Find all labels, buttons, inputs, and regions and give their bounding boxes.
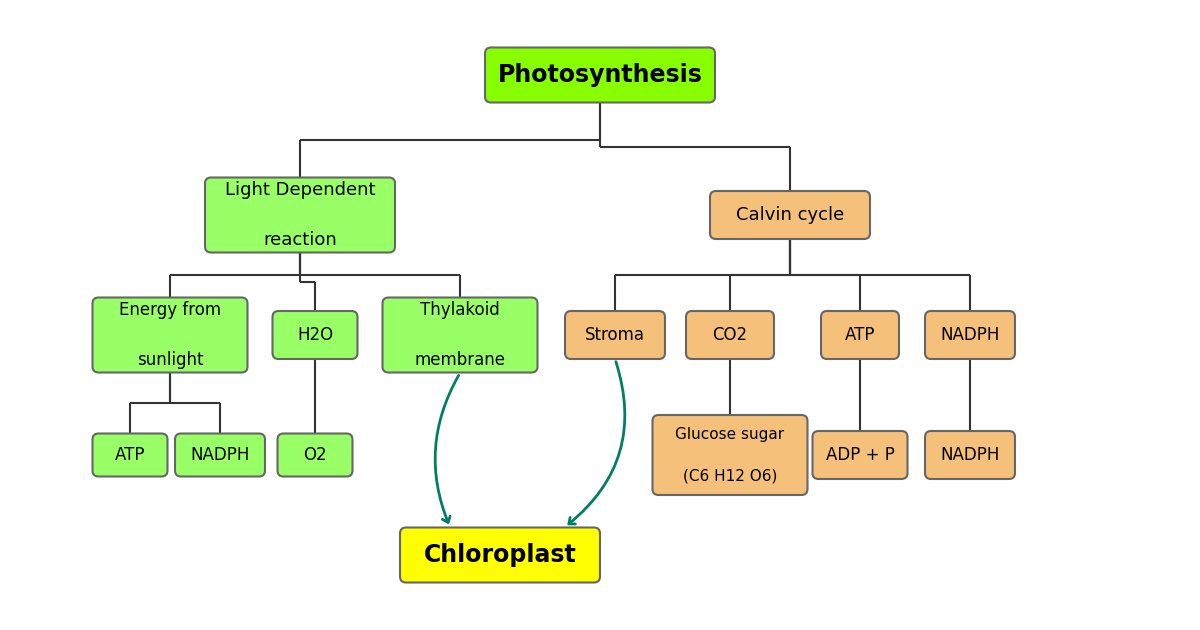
- FancyBboxPatch shape: [812, 431, 907, 479]
- FancyBboxPatch shape: [400, 527, 600, 583]
- Text: ADP + P: ADP + P: [826, 446, 894, 464]
- FancyBboxPatch shape: [710, 191, 870, 239]
- Text: ATP: ATP: [845, 326, 875, 344]
- Text: NADPH: NADPH: [941, 446, 1000, 464]
- FancyBboxPatch shape: [925, 431, 1015, 479]
- Text: Calvin cycle: Calvin cycle: [736, 206, 844, 224]
- FancyBboxPatch shape: [821, 311, 899, 359]
- FancyBboxPatch shape: [92, 433, 168, 476]
- FancyBboxPatch shape: [92, 297, 247, 372]
- FancyBboxPatch shape: [272, 311, 358, 359]
- Text: NADPH: NADPH: [191, 446, 250, 464]
- FancyBboxPatch shape: [277, 433, 353, 476]
- Text: NADPH: NADPH: [941, 326, 1000, 344]
- FancyBboxPatch shape: [383, 297, 538, 372]
- FancyBboxPatch shape: [565, 311, 665, 359]
- Text: Glucose sugar

(C6 H12 O6): Glucose sugar (C6 H12 O6): [676, 427, 785, 483]
- Text: Chloroplast: Chloroplast: [424, 543, 576, 567]
- Text: H2O: H2O: [296, 326, 334, 344]
- FancyBboxPatch shape: [686, 311, 774, 359]
- FancyBboxPatch shape: [485, 47, 715, 103]
- FancyBboxPatch shape: [205, 178, 395, 253]
- FancyBboxPatch shape: [175, 433, 265, 476]
- Text: Thylakoid

membrane: Thylakoid membrane: [414, 301, 505, 369]
- Text: ATP: ATP: [115, 446, 145, 464]
- Text: Light Dependent

reaction: Light Dependent reaction: [224, 181, 376, 249]
- Text: Stroma: Stroma: [586, 326, 646, 344]
- Text: CO2: CO2: [713, 326, 748, 344]
- Text: Photosynthesis: Photosynthesis: [498, 63, 702, 87]
- Text: Energy from

sunlight: Energy from sunlight: [119, 301, 221, 369]
- FancyBboxPatch shape: [925, 311, 1015, 359]
- Text: O2: O2: [304, 446, 326, 464]
- FancyBboxPatch shape: [653, 415, 808, 495]
